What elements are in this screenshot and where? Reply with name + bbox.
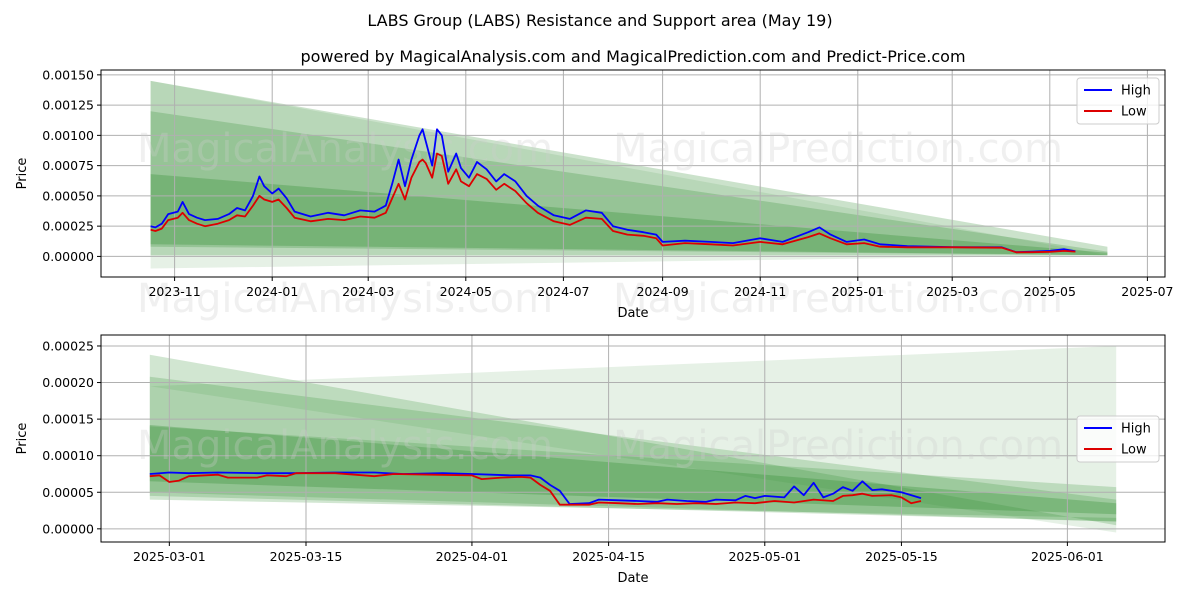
support-resistance-band-3 xyxy=(150,111,1108,256)
y-tick-label: 0.00050 xyxy=(42,188,94,203)
x-tick-label: 2025-06-01 xyxy=(1031,549,1104,564)
support-resistance-band-2 xyxy=(150,80,1108,256)
x-tick-label: 2025-05-01 xyxy=(728,549,801,564)
y-tick-label: 0.00025 xyxy=(42,219,94,234)
watermark-prediction: MagicalPrediction.com xyxy=(613,126,1063,172)
y-axis-label: Price xyxy=(15,423,30,455)
series-line-low xyxy=(150,152,1076,254)
x-tick-label: 2025-03-01 xyxy=(133,549,206,564)
x-axis-label: Date xyxy=(617,306,648,321)
legend-label-high: High xyxy=(1121,422,1151,437)
x-tick-label: 2025-01 xyxy=(832,284,884,299)
x-axis-label: Date xyxy=(617,571,648,586)
plot-area-1: MagicalAnalysis.com MagicalPrediction.com xyxy=(101,70,1165,277)
y-tick-label: 0.00100 xyxy=(42,128,94,143)
series-line-high xyxy=(149,471,922,505)
plot-frame xyxy=(100,334,1166,543)
x-tick-label: 2024-07 xyxy=(537,284,589,299)
y-tick-label: 0.00000 xyxy=(42,249,94,264)
legend-label-high: High xyxy=(1121,84,1151,99)
y-tick-label: 0.00020 xyxy=(42,375,94,390)
x-tick-label: 2025-07 xyxy=(1121,284,1173,299)
support-resistance-band-3 xyxy=(149,376,1117,522)
y-tick-label: 0.00075 xyxy=(42,158,94,173)
plot-area-2: MagicalAnalysis.com MagicalPrediction.com xyxy=(101,335,1165,542)
x-tick-label: 2025-05 xyxy=(1024,284,1076,299)
watermark-prediction: MagicalPrediction.com xyxy=(613,276,1063,322)
x-tick-label: 2025-04-01 xyxy=(436,549,509,564)
y-axis-label: Price xyxy=(15,158,30,190)
series-line-high xyxy=(150,128,1076,254)
series-line-low xyxy=(149,472,922,506)
support-resistance-band-1 xyxy=(149,346,1117,533)
support-resistance-band-2 xyxy=(149,354,1117,526)
legend-label-low: Low xyxy=(1121,105,1147,120)
y-tick-label: 0.00150 xyxy=(42,67,94,82)
x-tick-label: 2024-01 xyxy=(246,284,298,299)
y-tick-label: 0.00025 xyxy=(42,338,94,353)
plot-frame xyxy=(100,69,1166,278)
x-tick-label: 2025-03 xyxy=(926,284,978,299)
x-tick-label: 2025-03-15 xyxy=(270,549,343,564)
y-tick-label: 0.00015 xyxy=(42,412,94,427)
watermark-analysis: MagicalAnalysis.com xyxy=(137,276,553,322)
x-tick-label: 2024-11 xyxy=(734,284,786,299)
x-tick-label: 2024-05 xyxy=(440,284,492,299)
support-resistance-band-4 xyxy=(149,426,1117,522)
chart-title: LABS Group (LABS) Resistance and Support… xyxy=(367,11,832,30)
x-tick-label: 2025-04-15 xyxy=(572,549,645,564)
y-tick-label: 0.00000 xyxy=(42,521,94,536)
legend-label-low: Low xyxy=(1121,443,1147,458)
y-tick-label: 0.00010 xyxy=(42,448,94,463)
y-tick-label: 0.00005 xyxy=(42,485,94,500)
watermark-analysis: MagicalAnalysis.com xyxy=(137,126,553,172)
chart-subtitle: powered by MagicalAnalysis.com and Magic… xyxy=(300,47,965,66)
x-tick-label: 2025-05-15 xyxy=(865,549,938,564)
x-tick-label: 2024-09 xyxy=(636,284,688,299)
watermark-analysis: MagicalAnalysis.com xyxy=(137,423,553,469)
watermark-prediction: MagicalPrediction.com xyxy=(613,423,1063,469)
x-tick-label: 2023-11 xyxy=(148,284,200,299)
support-resistance-band-1 xyxy=(150,80,1108,269)
y-tick-label: 0.00125 xyxy=(42,98,94,113)
x-tick-label: 2024-03 xyxy=(342,284,394,299)
